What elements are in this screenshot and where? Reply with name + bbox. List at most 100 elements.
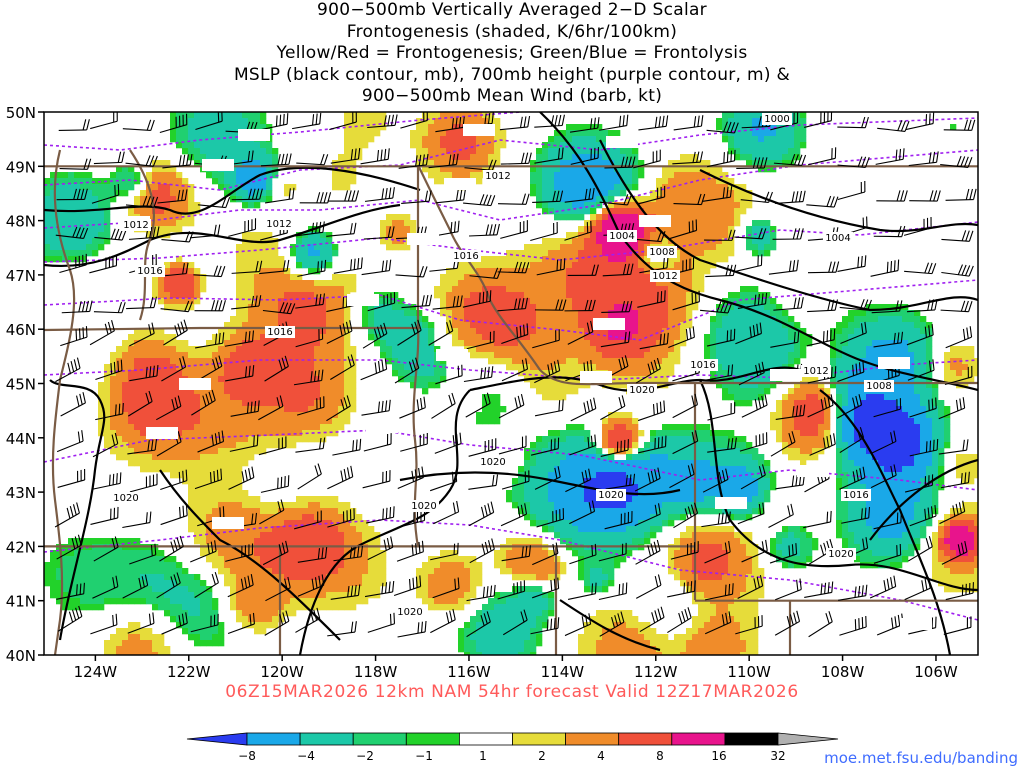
frontogenesis-cell xyxy=(62,184,69,191)
frontogenesis-cell xyxy=(668,178,675,185)
frontogenesis-cell xyxy=(146,178,153,185)
frontogenesis-cell xyxy=(134,394,141,401)
frontogenesis-cell xyxy=(302,412,309,419)
frontogenesis-cell xyxy=(620,478,627,485)
frontogenesis-cell xyxy=(620,262,627,269)
frontogenesis-cell xyxy=(590,196,597,203)
frontogenesis-cell xyxy=(206,112,213,119)
frontogenesis-cell xyxy=(584,190,591,197)
frontogenesis-cell xyxy=(734,454,741,461)
frontogenesis-cell xyxy=(350,382,357,389)
frontogenesis-cell xyxy=(224,436,231,443)
frontogenesis-cell xyxy=(554,160,561,167)
frontogenesis-cell xyxy=(560,178,567,185)
frontogenesis-cell xyxy=(668,262,675,269)
frontogenesis-cell xyxy=(242,184,249,191)
frontogenesis-cell xyxy=(932,466,939,473)
frontogenesis-cell xyxy=(554,442,561,449)
frontogenesis-cell xyxy=(578,358,585,365)
frontogenesis-cell xyxy=(266,346,273,353)
frontogenesis-cell xyxy=(758,304,765,311)
frontogenesis-cell xyxy=(164,448,171,455)
frontogenesis-cell xyxy=(260,172,267,179)
frontogenesis-cell xyxy=(638,352,645,359)
frontogenesis-cell xyxy=(818,400,825,407)
frontogenesis-cell xyxy=(140,406,147,413)
frontogenesis-cell xyxy=(722,352,729,359)
frontogenesis-cell xyxy=(896,394,903,401)
frontogenesis-cell xyxy=(560,280,567,287)
frontogenesis-cell xyxy=(764,346,771,353)
frontogenesis-cell xyxy=(572,214,579,221)
frontogenesis-cell xyxy=(740,142,747,149)
frontogenesis-cell xyxy=(494,418,501,425)
frontogenesis-cell xyxy=(944,442,951,449)
frontogenesis-cell xyxy=(296,250,303,257)
frontogenesis-cell xyxy=(290,442,297,449)
frontogenesis-cell xyxy=(656,460,663,467)
frontogenesis-cell xyxy=(230,472,237,479)
frontogenesis-cell xyxy=(722,442,729,449)
frontogenesis-cell xyxy=(914,448,921,455)
frontogenesis-cell xyxy=(638,250,645,257)
frontogenesis-cell xyxy=(716,430,723,437)
frontogenesis-cell xyxy=(422,334,429,341)
frontogenesis-cell xyxy=(128,346,135,353)
frontogenesis-cell xyxy=(704,202,711,209)
frontogenesis-cell xyxy=(728,436,735,443)
frontogenesis-cell xyxy=(368,322,375,329)
frontogenesis-cell xyxy=(554,394,561,401)
frontogenesis-cell xyxy=(200,274,207,281)
frontogenesis-cell xyxy=(698,172,705,179)
frontogenesis-cell xyxy=(560,472,567,479)
frontogenesis-cell xyxy=(146,466,153,473)
frontogenesis-cell xyxy=(314,286,321,293)
frontogenesis-cell xyxy=(584,142,591,149)
frontogenesis-cell xyxy=(590,160,597,167)
frontogenesis-cell xyxy=(578,160,585,167)
frontogenesis-cell xyxy=(476,280,483,287)
frontogenesis-cell xyxy=(152,394,159,401)
frontogenesis-cell xyxy=(212,484,219,491)
frontogenesis-cell xyxy=(116,454,123,461)
frontogenesis-cell xyxy=(332,274,339,281)
frontogenesis-cell xyxy=(620,442,627,449)
frontogenesis-cell xyxy=(962,454,969,461)
frontogenesis-cell xyxy=(188,190,195,197)
frontogenesis-cell xyxy=(926,442,933,449)
frontogenesis-cell xyxy=(884,316,891,323)
frontogenesis-cell xyxy=(260,292,267,299)
frontogenesis-cell xyxy=(134,388,141,395)
frontogenesis-cell xyxy=(452,268,459,275)
frontogenesis-cell xyxy=(578,454,585,461)
frontogenesis-cell xyxy=(458,148,465,155)
frontogenesis-cell xyxy=(608,196,615,203)
frontogenesis-cell xyxy=(248,250,255,257)
frontogenesis-cell xyxy=(554,322,561,329)
frontogenesis-cell xyxy=(320,412,327,419)
frontogenesis-cell xyxy=(752,142,759,149)
frontogenesis-cell xyxy=(56,178,63,185)
frontogenesis-cell xyxy=(308,346,315,353)
frontogenesis-cell xyxy=(158,166,165,173)
frontogenesis-cell xyxy=(230,406,237,413)
frontogenesis-cell xyxy=(668,322,675,329)
frontogenesis-cell xyxy=(248,268,255,275)
frontogenesis-cell xyxy=(866,340,873,347)
frontogenesis-cell xyxy=(680,238,687,245)
frontogenesis-cell xyxy=(404,370,411,377)
frontogenesis-cell xyxy=(890,466,897,473)
frontogenesis-cell xyxy=(908,388,915,395)
frontogenesis-cell xyxy=(272,274,279,281)
frontogenesis-cell xyxy=(266,148,273,155)
frontogenesis-cell xyxy=(452,322,459,329)
frontogenesis-cell xyxy=(374,316,381,323)
frontogenesis-cell xyxy=(182,184,189,191)
frontogenesis-cell xyxy=(158,292,165,299)
frontogenesis-cell xyxy=(254,166,261,173)
frontogenesis-cell xyxy=(182,148,189,155)
frontogenesis-cell xyxy=(542,238,549,245)
frontogenesis-cell xyxy=(398,316,405,323)
frontogenesis-cell xyxy=(686,262,693,269)
frontogenesis-cell xyxy=(446,154,453,161)
